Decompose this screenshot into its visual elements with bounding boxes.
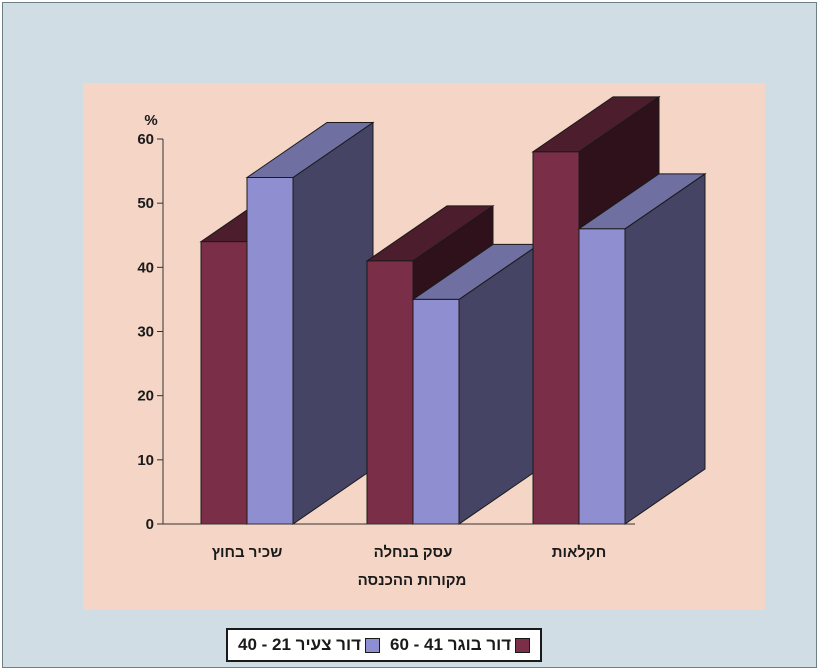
bar-younger-2 bbox=[577, 172, 707, 525]
legend-swatch-younger bbox=[365, 637, 381, 653]
legend-label-older: דור בוגר 41 - 60 bbox=[390, 635, 512, 654]
legend-swatch-older bbox=[515, 637, 531, 653]
x-tick-label: חקלאות bbox=[552, 544, 606, 561]
chart: 0 10 20 30 40 50 60 % שכיר בחוץ עסק בנחלה חקלאות… bbox=[137, 95, 707, 589]
y-tick-label: 20 bbox=[137, 388, 154, 405]
legend: דור בוגר 41 - 60 דור צעיר 21 - 40 bbox=[226, 628, 543, 662]
x-tick-label: שכיר בחוץ bbox=[212, 544, 283, 561]
y-tick-label: 30 bbox=[137, 324, 154, 341]
bar-younger-1 bbox=[411, 243, 541, 525]
legend-item-older: דור בוגר 41 - 60 bbox=[390, 635, 531, 655]
y-axis: 0 10 20 30 40 50 60 bbox=[137, 131, 164, 533]
y-tick-label: 0 bbox=[146, 516, 154, 533]
legend-label-younger: דור צעיר 21 - 40 bbox=[238, 635, 362, 654]
y-axis-label: % bbox=[144, 112, 157, 129]
x-tick-label: עסק בנחלה bbox=[374, 544, 453, 561]
x-axis-title: מקורות ההכנסה bbox=[358, 572, 467, 589]
y-tick-label: 40 bbox=[137, 259, 154, 276]
y-tick-label: 10 bbox=[137, 452, 154, 469]
bar-younger-0 bbox=[245, 121, 375, 525]
legend-item-younger: דור צעיר 21 - 40 bbox=[238, 635, 381, 655]
y-tick-label: 60 bbox=[137, 131, 154, 148]
bars-layer bbox=[163, 95, 707, 525]
y-tick-label: 50 bbox=[137, 195, 154, 212]
category-labels: שכיר בחוץ עסק בנחלה חקלאות bbox=[212, 544, 607, 561]
